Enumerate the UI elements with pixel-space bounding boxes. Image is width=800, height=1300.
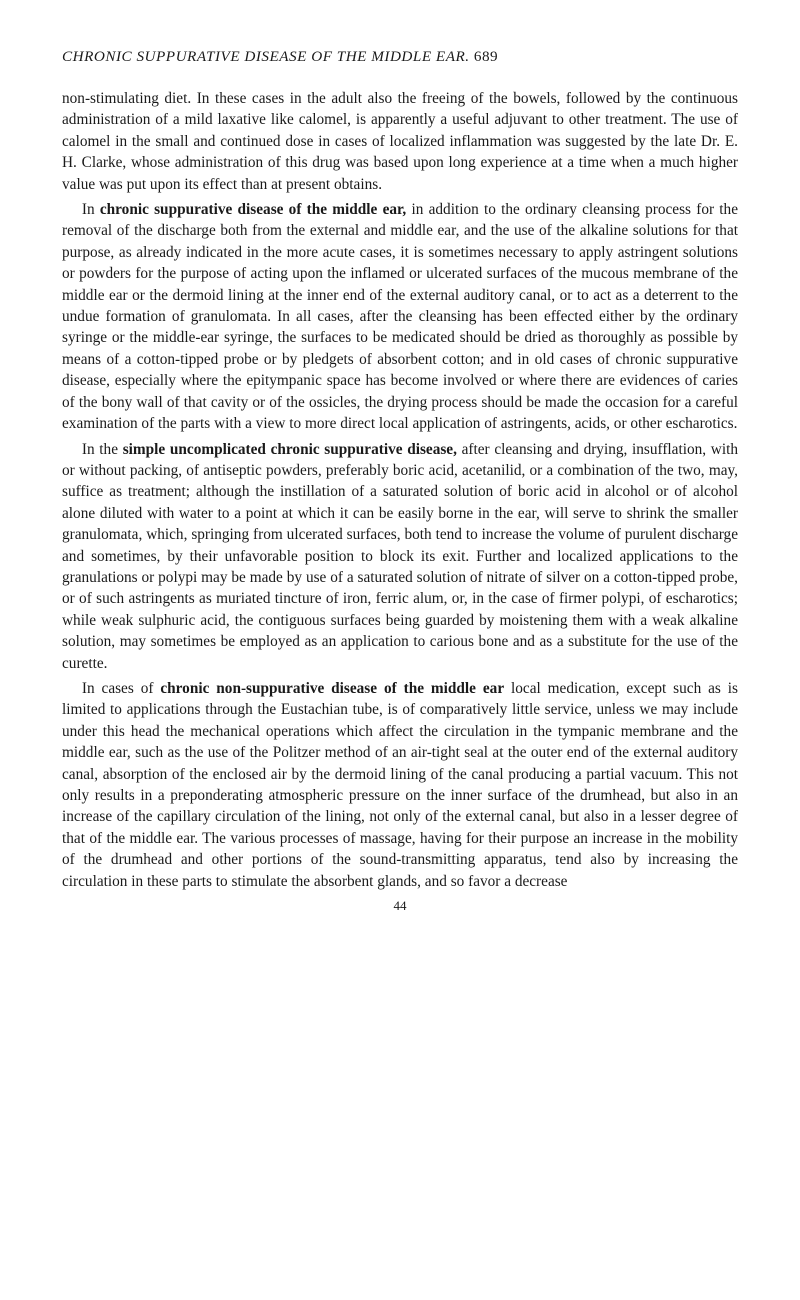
paragraph-2: In chronic suppurative disease of the mi… bbox=[62, 199, 738, 434]
p4-lead: In cases of bbox=[82, 680, 161, 697]
running-title: CHRONIC SUPPURATIVE DISEASE OF THE MIDDL… bbox=[62, 48, 470, 65]
signature-mark: 44 bbox=[62, 898, 738, 914]
paragraph-1: non-stimulating diet. In these cases in … bbox=[62, 88, 738, 195]
p2-tail: in addition to the ordinary cleansing pr… bbox=[62, 201, 738, 432]
page-container: CHRONIC SUPPURATIVE DISEASE OF THE MIDDL… bbox=[0, 0, 800, 962]
p3-bold: simple uncomplicated chronic suppurative… bbox=[123, 441, 457, 458]
running-head: CHRONIC SUPPURATIVE DISEASE OF THE MIDDL… bbox=[62, 48, 738, 66]
p2-lead: In bbox=[82, 201, 100, 218]
p3-lead: In the bbox=[82, 441, 123, 458]
paragraph-4: In cases of chronic non-suppurative dise… bbox=[62, 678, 738, 892]
paragraph-3: In the simple uncomplicated chronic supp… bbox=[62, 439, 738, 674]
p3-tail: after cleansing and drying, insufflation… bbox=[62, 441, 738, 672]
p2-bold: chronic suppurative disease of the middl… bbox=[100, 201, 406, 218]
p4-bold: chronic non-suppurative disease of the m… bbox=[160, 680, 504, 697]
page-number: 689 bbox=[474, 48, 498, 65]
p4-tail: local medication, except such as is limi… bbox=[62, 680, 738, 890]
